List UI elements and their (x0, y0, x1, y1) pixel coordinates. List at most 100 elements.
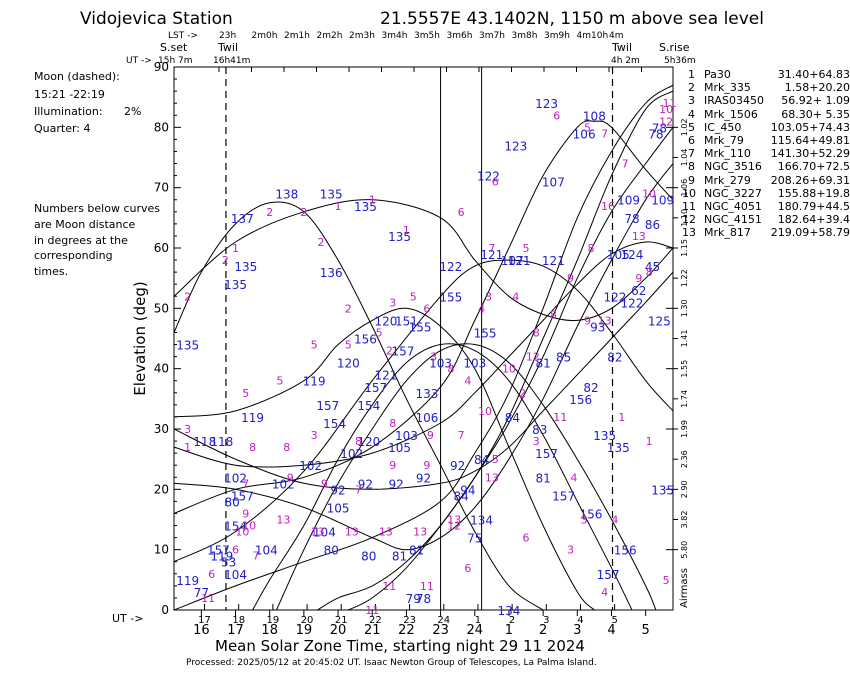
series-index-label: 13 (345, 526, 359, 539)
airmass-tick-label: 1.74 (680, 390, 689, 408)
series-index-label: 7 (458, 429, 465, 442)
twilight-morning-label: Twil (612, 41, 633, 54)
station-name: Vidojevica Station (80, 9, 233, 29)
lst-tick-label: 3m6h (446, 31, 473, 41)
series-index-label: 11 (382, 580, 396, 593)
lst-tick-label: 3m4h (381, 31, 408, 41)
legend-name: Mrk_335 (704, 81, 751, 95)
moon-times: 15:21 -22:19 (34, 88, 105, 101)
moon-distance-label: 119 (303, 375, 326, 389)
lst-tick-label: 2m1h (284, 31, 310, 41)
series-index-label: 1 (618, 411, 625, 424)
series-index-label: 8 (355, 435, 362, 448)
series-index-label: 3 (430, 351, 437, 364)
y-tick-label: 50 (154, 301, 169, 315)
moon-distance-label: 123 (535, 97, 558, 111)
series-index-label: 8 (249, 441, 256, 454)
airmass-tick-label: 1.10 (680, 209, 689, 227)
moon-distance-label: 151 (395, 314, 418, 328)
moon-distance-label: 80 (324, 544, 339, 558)
lst-tick-label: 2m3h (349, 31, 375, 41)
series-index-label: 13 (276, 514, 290, 527)
moon-distance-label: 103 (395, 429, 418, 443)
y-tick-label: 30 (154, 422, 169, 436)
processed-note: Processed: 2025/05/12 at 20:45:02 UT. Is… (186, 658, 597, 668)
moon-distance-label: 102 (299, 459, 322, 473)
moon-distance-label: 102 (224, 471, 247, 485)
lst-label: LST -> (168, 31, 198, 41)
moon-illumination-value: 2% (124, 105, 142, 118)
moon-distance-label: 118 (193, 435, 216, 449)
series-index-label: 6 (523, 532, 530, 545)
moon-distance-label: 134 (497, 604, 520, 618)
legend-number: 9 (688, 173, 695, 187)
series-index-label: 4 (512, 290, 519, 303)
moon-distance-label: 136 (320, 266, 343, 280)
curve-mrk_335 (174, 307, 595, 610)
series-index-label: 2 (386, 345, 393, 358)
moon-distance-label: 135 (593, 429, 616, 443)
lst-tick-label: 3m5h (414, 31, 440, 41)
series-index-label: 6 (492, 176, 499, 189)
x-tick-label-local: 24 (466, 623, 483, 638)
legend-name: Pa30 (704, 68, 731, 81)
series-index-label: 1 (369, 194, 376, 207)
moon-distance-label: 75 (467, 532, 482, 546)
moon-distance-label: 135 (320, 188, 343, 202)
curve-ic_450 (174, 199, 673, 322)
series-index-label: 7 (622, 158, 629, 171)
series-index-label: 2 (317, 236, 324, 249)
moon-distance-label: 105 (607, 248, 630, 262)
series-index-label: 8 (283, 441, 290, 454)
note-line-5: times. (34, 265, 69, 278)
sunset-time: 15h 7m (158, 56, 193, 66)
moon-distance-label: 156 (354, 333, 377, 347)
series-index-label: 6 (208, 568, 215, 581)
moon-distance-label: 122 (603, 290, 626, 304)
airmass-tick-label: 1.02 (680, 118, 689, 136)
legend-number: 6 (688, 134, 695, 147)
legend-name: NGC_3516 (704, 160, 762, 174)
series-index-label: 13 (311, 526, 325, 539)
moon-distance-label: 135 (354, 200, 377, 214)
series-index-label: 3 (567, 544, 574, 557)
y-axis-label: Elevation (deg) (131, 281, 149, 395)
moon-distance-label: 120 (374, 314, 397, 328)
x-tick-label-ut: 23 (403, 615, 416, 626)
legend-name: Mrk_817 (704, 226, 751, 240)
series-index-label: 5 (523, 242, 530, 255)
series-index-label: 11 (420, 580, 434, 593)
legend-number: 7 (688, 147, 695, 161)
moon-distance-label: 154 (357, 399, 380, 413)
moon-distance-label: 105 (388, 441, 411, 455)
x-tick-label-ut: 21 (335, 615, 348, 626)
legend-number: 4 (688, 107, 695, 121)
legend-name: Mrk_79 (704, 134, 744, 147)
series-index-label: 5 (311, 339, 318, 352)
legend-coords: 1.58+20.20 (784, 81, 850, 95)
moon-distance-label: 107 (542, 176, 565, 190)
series-index-label: 5 (663, 574, 670, 587)
series-index-label: 7 (488, 242, 495, 255)
legend-coords: 180.79+44.5 (777, 200, 850, 213)
twilight-evening-time: 16h41m (213, 56, 251, 66)
moon-distance-label: 81 (535, 357, 550, 371)
legend-coords: 68.30+ 5.35 (781, 107, 850, 121)
lst-tick-label: 4m10h (576, 31, 609, 41)
series-index-label: 5 (276, 375, 283, 388)
curve-ngc_3227 (348, 90, 673, 610)
x-tick-label-local: 18 (261, 623, 278, 638)
airmass-tick-label: 1.30 (680, 299, 689, 317)
moon-distance-label: 104 (255, 544, 278, 558)
legend-name: NGC_4151 (704, 213, 762, 227)
twilight-evening-label: Twil (218, 41, 239, 54)
legend-name: NGC_3227 (704, 186, 762, 200)
x-tick-label-local: 16 (193, 623, 210, 638)
series-index-label: 9 (584, 314, 591, 327)
series-index-label: 10 (502, 363, 516, 376)
station-coords: 21.5557E 43.1402N, 1150 m above sea leve… (380, 9, 764, 29)
moon-distance-label: 155 (409, 320, 432, 334)
moon-distance-label: 138 (275, 188, 298, 202)
legend-coords: 182.64+39.4 (777, 213, 850, 227)
moon-distance-label: 103 (463, 357, 486, 371)
